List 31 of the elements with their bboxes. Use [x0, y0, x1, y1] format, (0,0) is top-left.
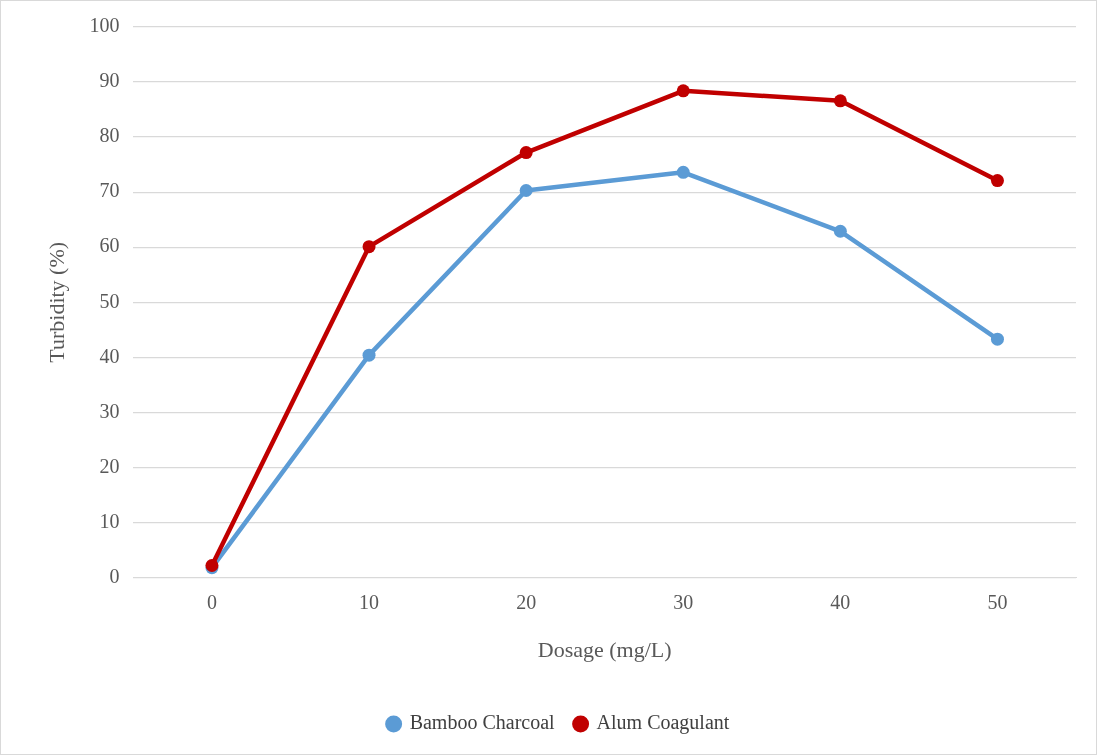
point: [990, 332, 1004, 346]
legend-label: Bamboo Charcoal: [409, 711, 556, 734]
point: [519, 146, 533, 160]
x-tick-label: 0: [206, 590, 217, 613]
x-tick-label: 20: [516, 590, 537, 613]
point: [676, 165, 690, 179]
legend-label: Alum Coagulant: [596, 711, 730, 735]
point: [833, 94, 847, 108]
point: [362, 348, 376, 362]
y-tick-label: 30: [99, 399, 120, 422]
x-tick-label: 10: [359, 590, 380, 613]
point: [676, 84, 690, 98]
y-tick-label: 80: [99, 124, 120, 147]
y-tick-label: 20: [99, 454, 120, 477]
y-tick-label: 60: [99, 234, 120, 257]
y-tick-label: 0: [109, 564, 120, 587]
x-tick-label: 30: [673, 590, 694, 613]
y-tick-label: 50: [99, 289, 120, 312]
y-tick-label: 40: [99, 344, 120, 367]
x-axis-title: Dosage (mg/L): [537, 636, 672, 662]
point: [362, 240, 376, 254]
point: [519, 184, 533, 198]
x-tick-label: 40: [830, 590, 851, 613]
y-tick-label: 70: [99, 179, 120, 202]
point: [833, 224, 847, 238]
point: [990, 174, 1004, 188]
y-tick-label: 100: [89, 14, 120, 37]
x-tick-label: 50: [987, 590, 1008, 613]
y-tick-label: 10: [99, 509, 120, 532]
y-axis-title: Turbidity (%): [43, 241, 69, 363]
y-tick-label: 90: [99, 69, 120, 92]
